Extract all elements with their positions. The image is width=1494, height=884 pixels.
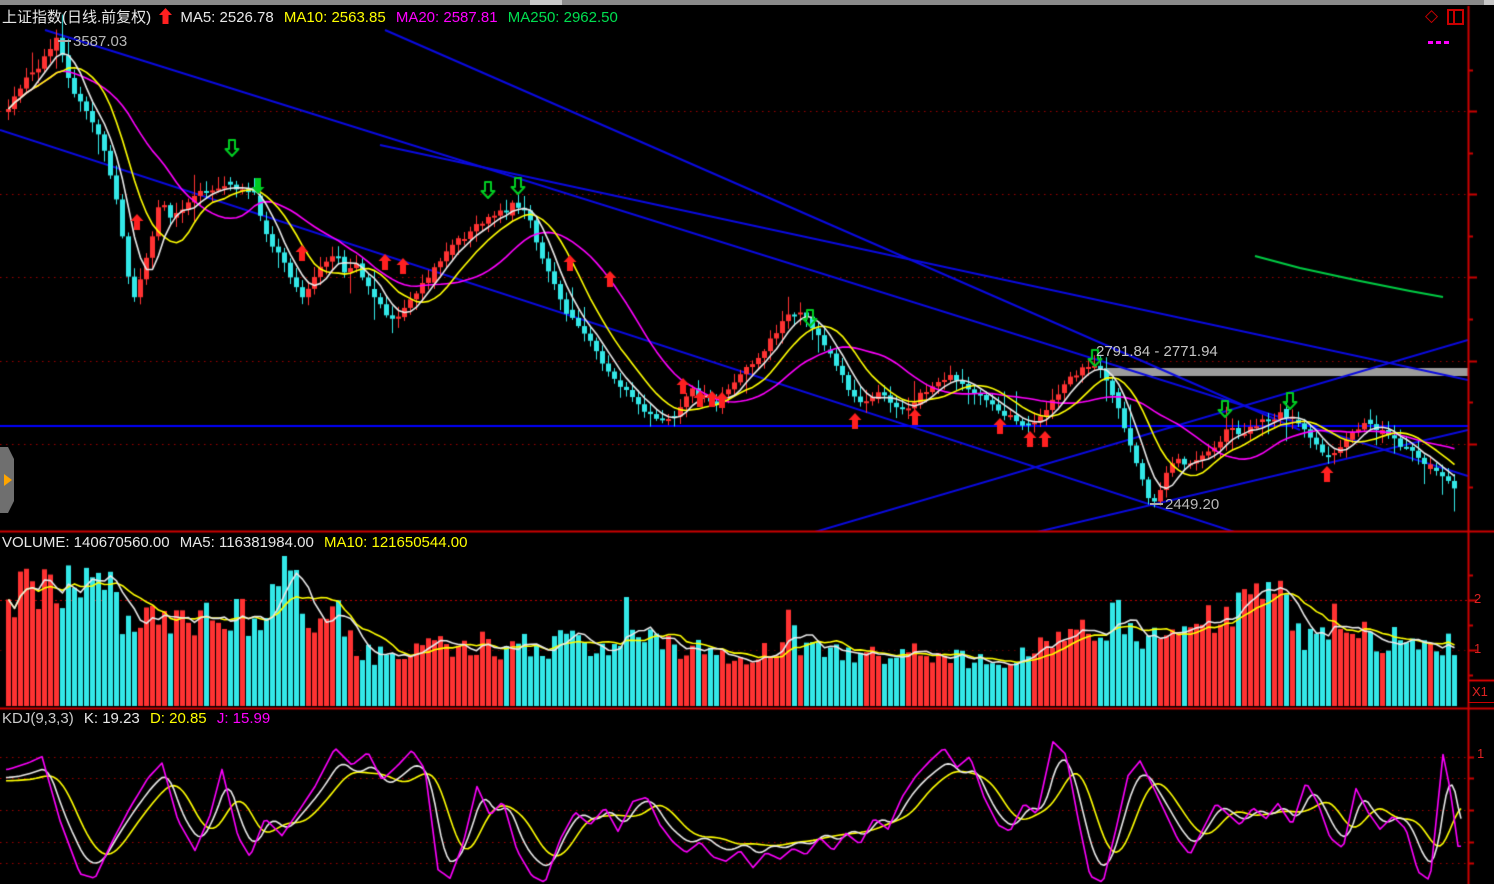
ma20-value: MA20: 2587.81 [395, 9, 498, 26]
more-options-icon[interactable] [1428, 31, 1452, 49]
volume-axis-upper-label: 2 [1474, 591, 1482, 606]
top-scrollbar-thumb[interactable] [530, 0, 562, 5]
volume-header: VOLUME: 140670560.00 MA5: 116381984.00 M… [2, 534, 473, 551]
volume-value: VOLUME: 140670560.00 [2, 534, 170, 551]
low-price-tick [1150, 503, 1163, 505]
volume-ma10-value: MA10: 121650544.00 [323, 534, 468, 551]
window-layout-icon[interactable] [1447, 9, 1464, 25]
kdj-header: KDJ(9,3,3) K: 19.23 D: 20.85 J: 15.99 [2, 710, 276, 727]
high-price-tick [58, 40, 71, 42]
expand-right-icon [4, 474, 12, 486]
kdj-d-value: D: 20.85 [149, 710, 207, 727]
kdj-axis-top-label: 1 [1477, 746, 1485, 761]
main-chart-header: 上证指数(日线.前复权) MA5: 2526.78 MA10: 2563.85 … [2, 6, 624, 27]
volume-axis-lower-label: 1 [1474, 641, 1482, 656]
zone-price-label: 2791.84 - 2771.94 [1096, 343, 1218, 360]
symbol-title: 上证指数(日线.前复权) [2, 9, 152, 26]
up-arrow-icon [159, 8, 173, 24]
volume-unit-label: X1 [1468, 680, 1494, 703]
kdj-name: KDJ(9,3,3) [2, 710, 74, 727]
kdj-j-value: J: 15.99 [216, 710, 271, 727]
ma5-value: MA5: 2526.78 [180, 9, 274, 26]
volume-ma5-value: MA5: 116381984.00 [179, 534, 314, 551]
diamond-icon[interactable]: ◇ [1425, 6, 1439, 25]
low-price-label: 2449.20 [1150, 496, 1219, 513]
high-price-label: 3587.03 [58, 33, 127, 50]
ma250-value: MA250: 2962.50 [507, 9, 618, 26]
kdj-k-value: K: 19.23 [83, 710, 140, 727]
sidebar-expander-tab[interactable] [0, 447, 14, 513]
top-scrollbar-end [1484, 0, 1494, 5]
ma10-value: MA10: 2563.85 [283, 9, 386, 26]
top-strip [0, 0, 1494, 5]
window-layout-pane-divider [1453, 11, 1455, 23]
